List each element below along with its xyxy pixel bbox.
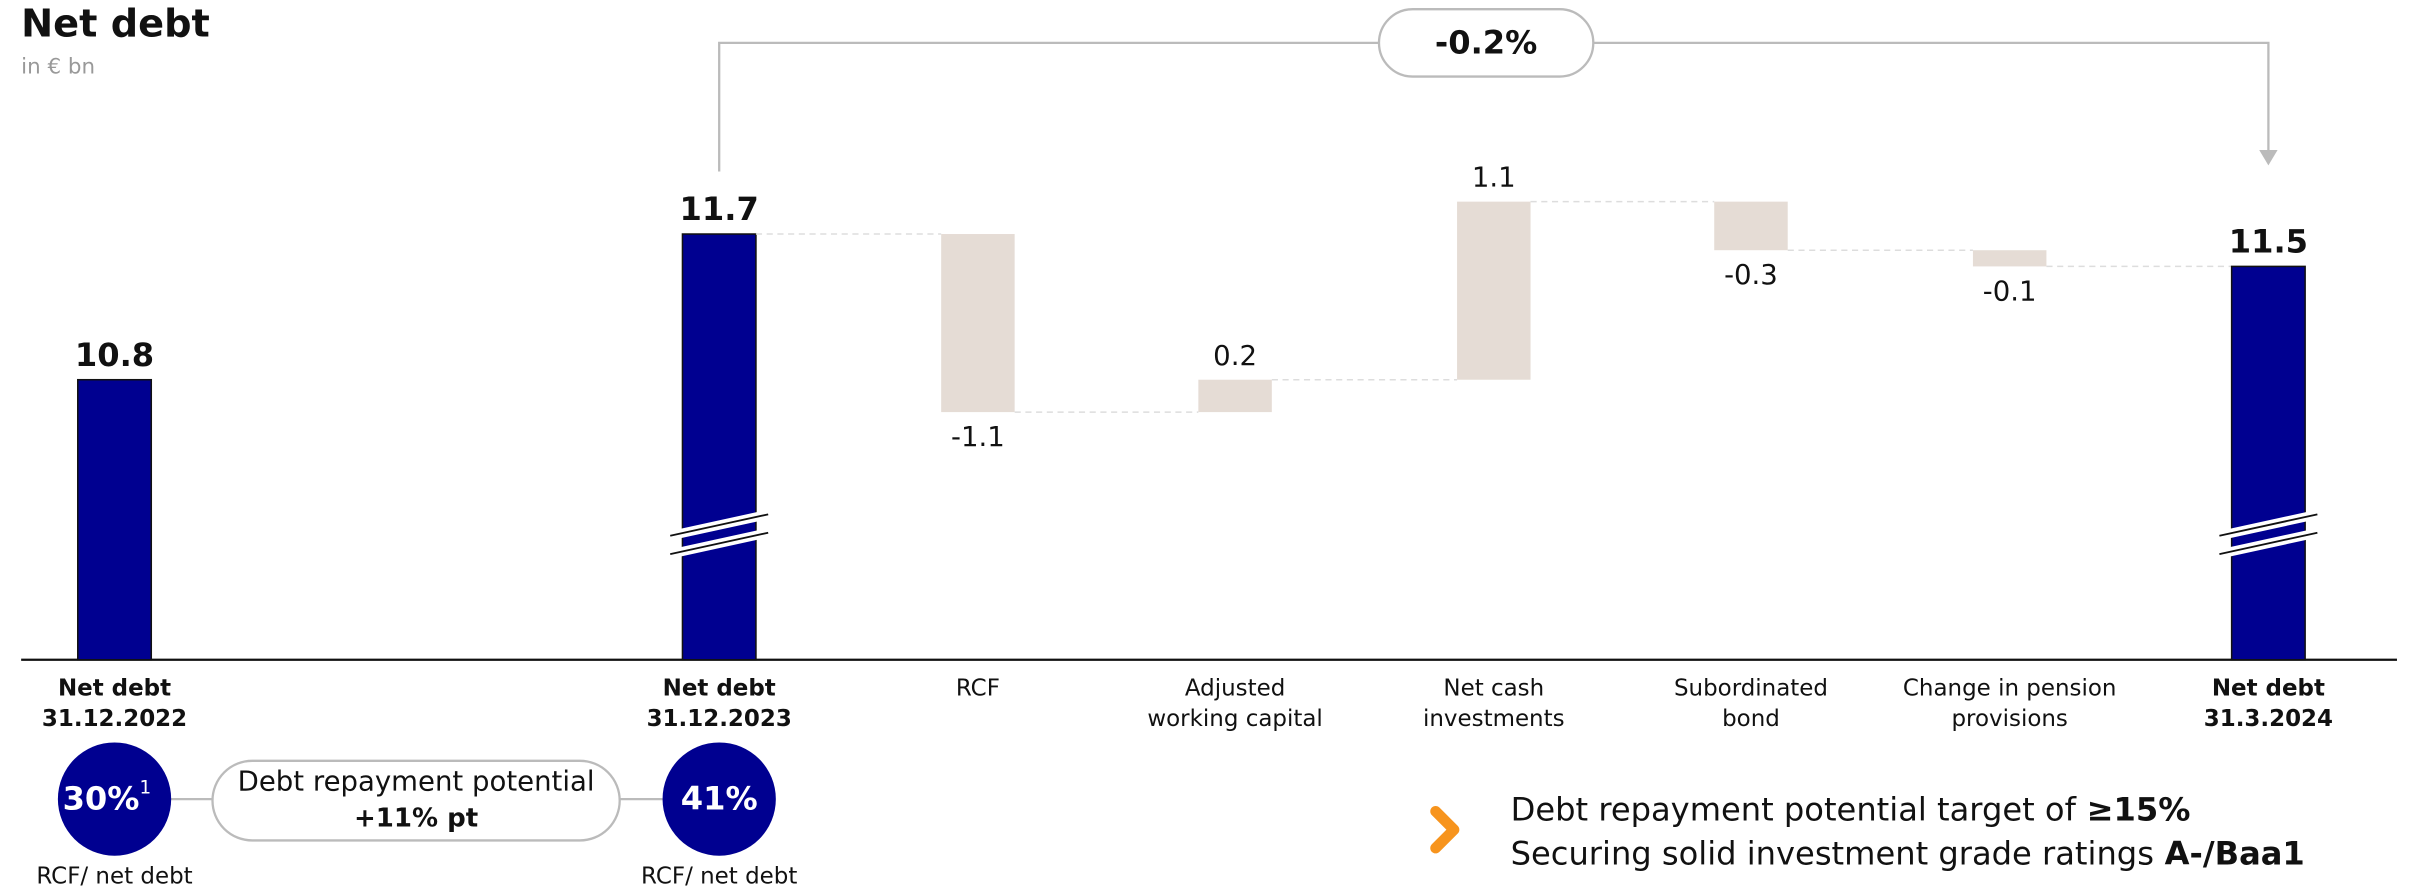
bar (2230, 265, 2306, 661)
value-label: -0.3 (1724, 259, 1778, 291)
x-tick-label: 31.12.2023 (647, 706, 792, 732)
ratio-change-value: +11% pt (354, 803, 478, 833)
x-tick-label: Subordinated (1674, 675, 1828, 701)
ratio-circle (662, 742, 776, 856)
bar (1198, 379, 1272, 413)
x-tick-label: Net cash (1443, 675, 1544, 701)
change-annotation: -0.2% (1435, 23, 1537, 61)
value-label: 10.8 (75, 336, 154, 374)
bar (1457, 201, 1531, 380)
x-tick-label: RCF (956, 675, 1000, 701)
value-label: -1.1 (951, 421, 1005, 453)
ratio-change-title: Debt repayment potential (238, 765, 595, 797)
footnote: 1 (139, 777, 151, 798)
bar (77, 378, 153, 661)
x-tick-label: Change in pension (1903, 675, 2117, 701)
bracket (718, 41, 2270, 172)
ratio-label: RCF/ net debt (641, 864, 797, 890)
x-tick-label: bond (1722, 706, 1780, 732)
x-tick-label: Net debt (663, 675, 776, 701)
value-label: 0.2 (1213, 340, 1257, 372)
ratio-value: 41% (681, 780, 758, 818)
ratio-circle (57, 742, 172, 856)
bullet-chevron (1430, 805, 1460, 854)
x-tick-label: working capital (1147, 706, 1322, 732)
bar (1972, 250, 2047, 267)
ratio-label: RCF/ net debt (36, 864, 192, 890)
value-label: -0.1 (1983, 275, 2037, 307)
axis-breaks (669, 509, 2319, 559)
bullet-text: Debt repayment potential target of (1511, 790, 2077, 828)
x-tick-label: Adjusted (1185, 675, 1285, 701)
bar (1714, 201, 1788, 251)
change-pill (1377, 8, 1595, 78)
bullet-emphasis: ≥15% (2087, 790, 2191, 828)
bullet: Securing solid investment grade ratings A… (1511, 835, 2305, 873)
break-mark (2219, 513, 2318, 556)
bullet-emphasis: A-/Baa1 (2165, 835, 2305, 873)
bullet-text: Securing solid investment grade ratings (1511, 835, 2154, 873)
title: Net debt (21, 2, 210, 47)
value-label: 1.1 (1472, 162, 1516, 194)
x-tick-label: Net debt (58, 675, 171, 701)
value-label: 11.7 (680, 190, 759, 228)
x-tick-label: 31.12.2022 (42, 706, 187, 732)
x-tick-label: investments (1423, 706, 1565, 732)
arrowhead (2259, 150, 2278, 166)
ratio-value: 30% (63, 780, 140, 818)
ratio-value: 30%1 (63, 777, 152, 817)
bullet: Debt repayment potential target of ≥15% (1511, 790, 2191, 828)
subtitle: in € bn (21, 54, 95, 79)
x-tick-label: Net debt (2212, 675, 2325, 701)
bar (941, 234, 1015, 413)
ratio-change-pill (211, 759, 621, 842)
x-tick-label: 31.3.2024 (2204, 706, 2333, 732)
bar (681, 233, 757, 661)
break-mark (670, 513, 769, 556)
bars: 10.8 Net debt 31.12.2022 11.7 Net debt 31.12.… (42, 162, 2333, 732)
value-label: 11.5 (2229, 222, 2308, 260)
x-tick-label: provisions (1951, 706, 2067, 732)
